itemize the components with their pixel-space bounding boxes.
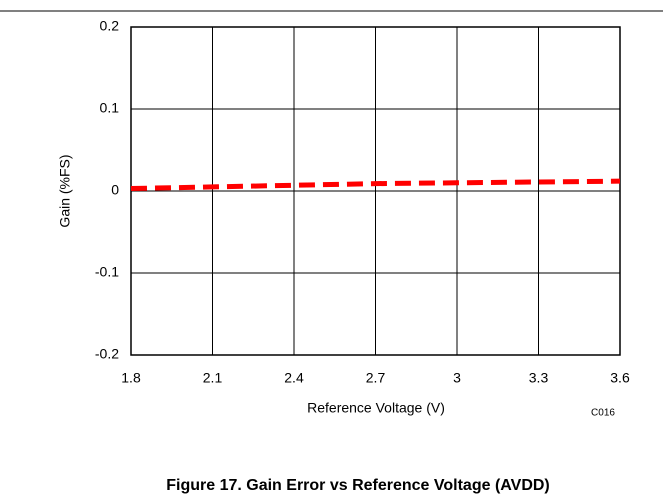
x-tick-label: 3.3	[529, 370, 549, 386]
y-tick-label: 0.2	[100, 18, 120, 34]
x-tick-label: 2.1	[203, 370, 223, 386]
x-tick-label: 2.4	[284, 370, 304, 386]
y-tick-label: -0.2	[95, 346, 119, 362]
y-tick-label: 0	[111, 182, 119, 198]
plot-frame	[130, 26, 621, 356]
x-tick-label: 1.8	[121, 370, 141, 386]
x-tick-label: 2.7	[366, 370, 386, 386]
y-tick-label: 0.1	[100, 100, 120, 116]
caption: Figure 17. Gain Error vs Reference Volta…	[166, 477, 550, 494]
x-axis-label: Reference Voltage (V)	[307, 400, 445, 416]
x-tick-label: 3.6	[610, 370, 630, 386]
x-tick-label: 3	[453, 370, 461, 386]
y-axis-label: Gain (%FS)	[57, 154, 73, 227]
data-line	[130, 178, 621, 192]
annotation: C016	[591, 408, 615, 419]
y-tick-label: -0.1	[95, 264, 119, 280]
